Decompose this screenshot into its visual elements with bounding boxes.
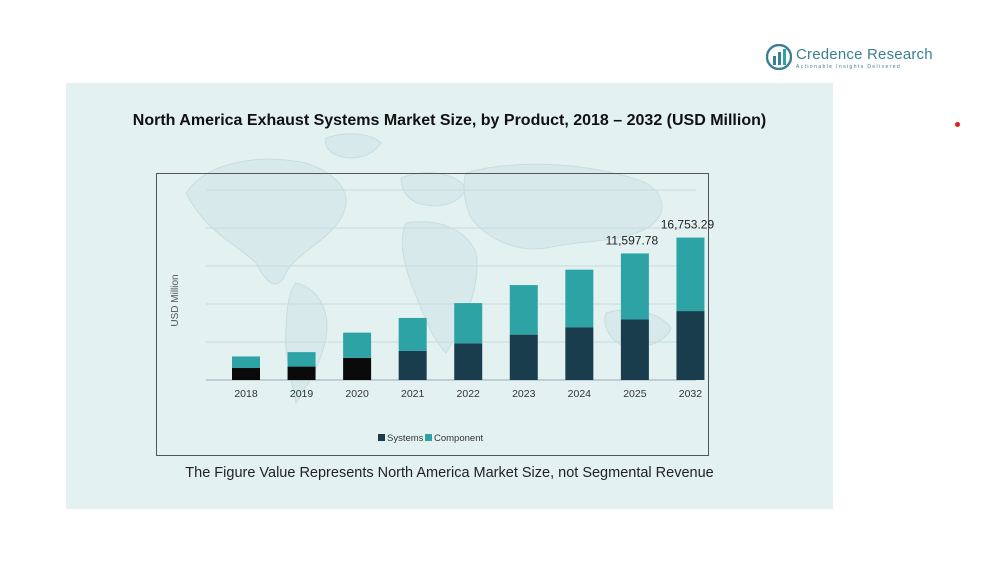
plot-area-frame	[156, 173, 709, 456]
bar-component-2025	[620, 253, 649, 320]
x-tick-label: 2020	[345, 388, 369, 400]
total-data-label: 11,597.78	[606, 233, 659, 247]
bar-component-2020	[343, 332, 372, 358]
bar-chart-logo-icon	[766, 44, 792, 70]
x-tick-label: 2022	[457, 388, 481, 400]
legend-swatch-systems	[378, 434, 385, 441]
x-tick-label: 2025	[623, 388, 647, 400]
bar-systems-2023	[509, 334, 538, 380]
bar-systems-2025	[620, 319, 649, 380]
bar-component-2019	[287, 352, 316, 367]
bar-component-2024	[565, 269, 594, 328]
bar-component-2018	[232, 356, 260, 369]
chart-title: North America Exhaust Systems Market Siz…	[132, 112, 767, 129]
x-tick-label: 2032	[679, 388, 703, 400]
bar-systems-2019	[287, 366, 316, 380]
red-dot-marker	[955, 122, 960, 127]
x-tick-label: 2024	[568, 388, 592, 400]
brand-tagline: Actionable Insights Delivered	[796, 64, 902, 70]
bar-systems-2018	[232, 368, 260, 380]
x-tick-label: 2018	[234, 388, 258, 400]
bar-component-2021	[398, 317, 427, 351]
bar-systems-2022	[454, 343, 483, 380]
legend-label-systems: Systems	[387, 433, 424, 444]
bar-component-2023	[509, 285, 538, 335]
bar-systems-2020	[343, 357, 372, 380]
bar-component-2032	[676, 237, 705, 312]
legend-swatch-component	[425, 434, 432, 441]
bar-component-2022	[454, 303, 483, 344]
figure-footnote: The Figure Value Represents North Americ…	[185, 465, 714, 481]
bar-systems-2021	[398, 350, 427, 380]
brand-name: Credence Research	[796, 46, 933, 63]
legend-label-component: Component	[434, 433, 483, 444]
x-tick-label: 2019	[290, 388, 314, 400]
bar-systems-2024	[565, 327, 594, 380]
x-tick-label: 2023	[512, 388, 536, 400]
x-tick-label: 2021	[401, 388, 425, 400]
total-data-label: 16,753.29	[661, 218, 715, 232]
chart-panel: North America Exhaust Systems Market Siz…	[66, 83, 833, 509]
y-axis-label: USD Million	[170, 274, 181, 326]
bar-systems-2032	[676, 311, 705, 380]
stacked-bar-chart: USD Million 2018 2019 2020 2021 2022 2023 2024 2…	[170, 189, 715, 444]
credence-research-logo: Credence Research Actionable Insights De…	[766, 44, 936, 74]
